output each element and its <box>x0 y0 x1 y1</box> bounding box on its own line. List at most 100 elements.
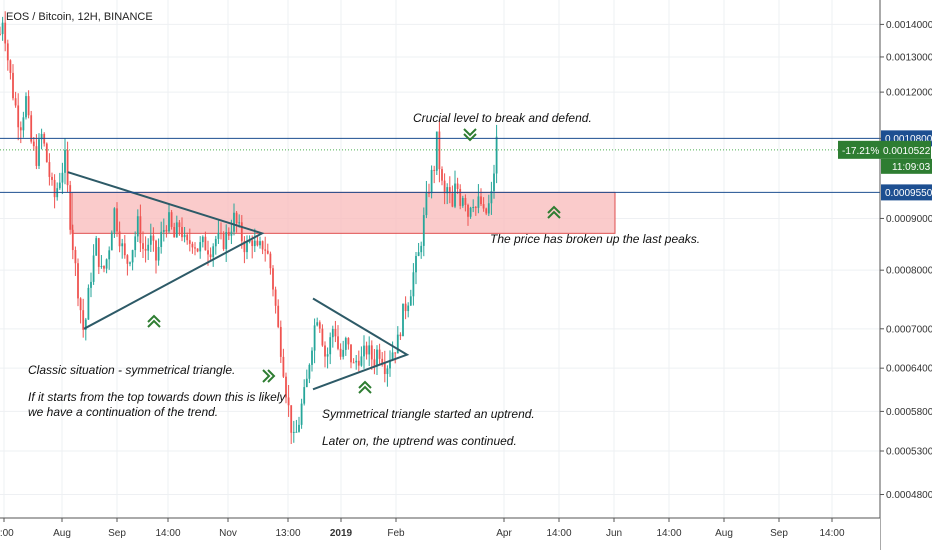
candle <box>123 235 126 259</box>
candle-body <box>118 231 121 247</box>
candle <box>204 231 207 251</box>
candle-body <box>14 98 17 106</box>
candle <box>74 246 77 277</box>
candle <box>264 236 267 262</box>
candle <box>17 93 20 141</box>
candle-body <box>196 248 199 252</box>
candle-body <box>1 22 4 35</box>
x-tick-label: Feb <box>387 528 405 539</box>
candle <box>139 204 142 252</box>
candle <box>253 228 256 253</box>
candle <box>25 92 27 120</box>
candle-body <box>230 231 233 236</box>
up-arrow-icon <box>358 380 372 394</box>
candle-body <box>126 255 129 264</box>
y-tick-label: 0.0014000 <box>886 20 932 31</box>
candle-body <box>425 192 428 216</box>
candle-body <box>269 253 272 269</box>
candle-body <box>386 368 389 375</box>
candle <box>331 325 334 348</box>
candle <box>1 16 4 41</box>
candle <box>495 124 498 184</box>
candle <box>77 258 79 307</box>
candle <box>415 251 417 285</box>
candle-body <box>272 268 274 290</box>
candle-body <box>214 238 217 247</box>
candle-body <box>178 222 181 228</box>
last-price-tag-bg <box>838 140 931 159</box>
candle-body <box>240 222 243 242</box>
candle <box>469 206 472 219</box>
candle-body <box>448 187 451 194</box>
candle <box>27 90 30 119</box>
candle-body <box>6 43 9 61</box>
candle <box>292 420 295 443</box>
time-axis[interactable]: 4:00 Aug Sep 14:00 Nov 13:00 2019 Feb Apr 14:00 Ju… <box>0 517 880 550</box>
right-arrow-icon <box>262 369 276 383</box>
candle-body <box>48 162 51 177</box>
candle <box>134 231 137 258</box>
candle-body <box>17 105 20 128</box>
candle-body <box>407 305 410 312</box>
candle-body <box>233 212 235 232</box>
candle-body <box>162 229 165 232</box>
candle <box>183 227 186 243</box>
candle-body <box>433 169 436 171</box>
candle-body <box>105 259 108 269</box>
zone-rect <box>71 191 616 234</box>
candle-body <box>30 115 33 142</box>
candle <box>69 180 72 235</box>
candle-body <box>191 243 194 248</box>
candle-body <box>389 359 391 369</box>
candle <box>165 225 168 238</box>
candle-body <box>469 207 472 217</box>
candle <box>269 251 272 275</box>
annotations: Crucial level to break and defend. The pr… <box>28 111 700 448</box>
candle-body <box>347 338 350 345</box>
candle <box>386 365 389 387</box>
candle-body <box>495 136 498 174</box>
support-price-tag: 0.0009550 <box>881 184 932 201</box>
candles <box>0 11 498 445</box>
candle-body <box>441 169 443 181</box>
candle-body <box>71 229 74 251</box>
note-peaks: The price has broken up the last peaks. <box>490 232 700 246</box>
candle <box>464 194 467 212</box>
candle-body <box>144 248 147 251</box>
candle-body <box>391 352 394 360</box>
candle-body <box>295 431 298 433</box>
candle <box>105 258 108 274</box>
candle-body <box>326 354 329 357</box>
candle-body <box>103 265 105 269</box>
candle-body <box>350 344 352 363</box>
up-arrow-icon <box>547 205 561 219</box>
x-tick-label: Sep <box>770 528 788 539</box>
chevron-stroke <box>463 133 477 142</box>
price-axis[interactable]: 0.00140000.00130000.00120000.00108000.00… <box>838 0 932 550</box>
candle-body <box>277 305 280 327</box>
candle-body <box>84 319 87 330</box>
candle-body <box>194 247 196 249</box>
candle <box>350 344 352 369</box>
candle-body <box>87 287 90 320</box>
y-tick-label: 0.0004800 <box>886 490 932 501</box>
chevron-stroke <box>262 369 271 383</box>
candle <box>84 317 87 341</box>
candle-body <box>220 232 222 234</box>
grid <box>0 0 880 518</box>
candle-body <box>121 243 124 247</box>
candle <box>126 254 129 276</box>
candle <box>412 263 415 306</box>
candle <box>61 162 64 195</box>
candle <box>394 352 397 364</box>
candle <box>313 318 316 364</box>
candle <box>441 166 443 186</box>
candle <box>149 223 152 252</box>
candle-body <box>22 117 25 131</box>
candle <box>368 336 371 367</box>
candle-body <box>482 204 485 209</box>
candle-body <box>368 345 371 355</box>
candle-body <box>235 212 238 224</box>
candle-body <box>212 246 215 258</box>
